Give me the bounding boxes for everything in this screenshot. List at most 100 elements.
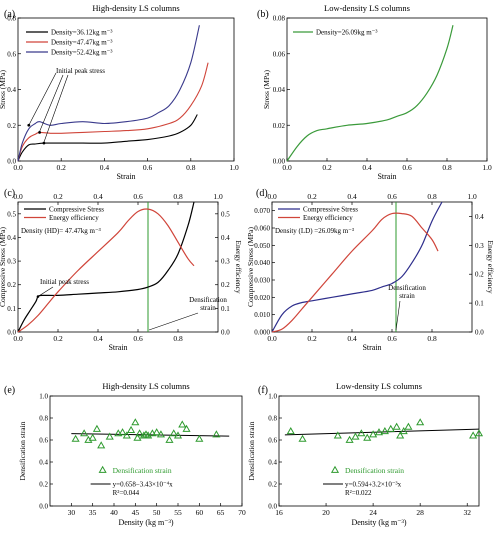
x-tick-label: 24 <box>369 508 377 517</box>
y-axis-label: Compressive Stress (MPa) <box>246 227 255 307</box>
y-tick-label: 0.2 <box>7 122 16 130</box>
x-tick-label: 0.4 <box>347 334 357 343</box>
x-tick-label: 40 <box>110 508 118 517</box>
x-tick-label: 0.2 <box>57 163 67 172</box>
panel-letter: (a) <box>4 9 15 20</box>
panel-letter: (d) <box>256 188 268 199</box>
legend-label: Density=26.09kg m⁻³ <box>316 29 377 37</box>
x-tick-label: 0.0 <box>13 163 23 172</box>
peak-marker <box>36 295 40 298</box>
y-tick-label: 0.6 <box>7 50 16 58</box>
data-point <box>374 428 384 436</box>
y-tick-label: 0.0 <box>7 329 16 337</box>
y2-tick-label: 0.3 <box>221 258 230 266</box>
y-tick-label: 0.00 <box>273 158 286 166</box>
chart-panel-a: (a) High-density LS columns 0.0 0.2 0.4 0.6 0.… <box>0 3 239 181</box>
data-point <box>357 429 366 437</box>
y2-axis-label: Energy efficiency <box>486 240 495 293</box>
y-tick-label: 0.040 <box>254 259 270 267</box>
data-point <box>298 434 307 442</box>
annotation-arrow <box>395 300 401 331</box>
annotation-label: Densification <box>388 284 426 292</box>
fit-equation: y=0.594+3.2×10⁻³x <box>345 481 402 489</box>
top-x-tick-label: 1.0 <box>467 192 477 201</box>
top-x-tick-label: 0.6 <box>387 192 397 201</box>
data-point <box>165 435 174 443</box>
x-tick-label: 65 <box>217 508 225 517</box>
panel-letter: (c) <box>4 188 15 199</box>
annotation-label: Initial peak stress <box>56 67 105 75</box>
x-tick-label: 0.6 <box>387 334 397 343</box>
series-line <box>271 212 439 333</box>
data-point <box>92 424 101 432</box>
x-tick-label: 60 <box>196 508 204 517</box>
series-line <box>286 25 454 162</box>
chart-panel-c: (c)0.0 0.2 0.4 0.6 0.80.0 0.2 0.4 0.6 0.8 1.00.00… <box>0 188 243 352</box>
y-tick-label: 0.070 <box>254 207 270 215</box>
plot-frame <box>17 201 219 333</box>
chart-panel-d: (d)0.0 0.2 0.4 0.6 0.80.0 0.2 0.4 0.6 0.8 1.00.00… <box>246 188 495 352</box>
x-tick-label: 32 <box>463 508 471 517</box>
chart-panel-b: (b) Low-density LS columns 0.0 0.2 0.4 0.6 0.8… <box>257 3 492 181</box>
x-tick-label: 0.6 <box>133 334 143 343</box>
annotation-arrow <box>28 72 57 126</box>
y-tick-label: 0.5 <box>7 210 16 218</box>
x-tick-label: 70 <box>238 508 246 517</box>
y2-tick-label: 0.2 <box>475 271 484 279</box>
x-tick-label: 1.0 <box>482 163 492 172</box>
data-point <box>195 434 204 442</box>
fit-r2: R²=0.044 <box>113 489 140 497</box>
y-tick-label: 0.0 <box>7 158 16 166</box>
data-point <box>469 431 478 439</box>
top-x-tick-label: 0.2 <box>307 192 317 201</box>
x-tick-label: 55 <box>174 508 182 517</box>
peak-marker <box>42 141 46 145</box>
x-tick-label: 0.0 <box>282 163 292 172</box>
x-tick-label: 0.2 <box>53 334 63 343</box>
y-tick-label: 0.06 <box>273 50 286 58</box>
top-x-tick-label: 0.8 <box>173 192 183 201</box>
annotation-label: strain <box>200 304 216 312</box>
y-tick-label: 0.050 <box>254 242 270 250</box>
x-tick-label: 0.2 <box>307 334 317 343</box>
y2-tick-label: 0.4 <box>475 213 484 221</box>
x-tick-label: 0.0 <box>13 334 23 343</box>
y2-tick-label: 0.0 <box>221 329 230 337</box>
series-line <box>17 201 195 333</box>
x-axis-label: Strain <box>377 172 396 181</box>
x-tick-label: 30 <box>68 508 76 517</box>
legend-label: Compressive Stress <box>303 206 358 214</box>
chart-title: Low-density LS columns <box>336 381 422 391</box>
data-point <box>80 429 89 437</box>
legend-label: Compressive Stress <box>49 206 104 214</box>
x-tick-label: 0.8 <box>186 163 196 172</box>
data-point <box>330 465 340 473</box>
chart-panel-e: (e) High-density LS columns 30 35 40 45 50 55 60… <box>4 381 246 527</box>
y-tick-label: 0.3 <box>7 258 16 266</box>
x-tick-label: 35 <box>89 508 97 517</box>
x-tick-label: 0.6 <box>143 163 153 172</box>
x-tick-label: 0.2 <box>322 163 332 172</box>
legend-label: Densification strain <box>345 466 404 475</box>
y-tick-label: 0.6 <box>268 437 277 445</box>
y-tick-label: 0.02 <box>273 122 286 130</box>
y-tick-label: 0.2 <box>268 481 277 489</box>
y-tick-label: 0.04 <box>273 86 286 94</box>
series-line <box>17 25 200 162</box>
data-point <box>127 425 136 433</box>
x-tick-label: 0.8 <box>427 334 437 343</box>
y-tick-label: 1.0 <box>39 393 48 401</box>
data-point <box>122 431 131 439</box>
x-tick-label: 0.4 <box>100 163 110 172</box>
data-point <box>380 426 389 435</box>
x-tick-label: 0.4 <box>93 334 103 343</box>
annotation-arrow <box>43 74 69 143</box>
data-point <box>156 430 165 438</box>
y-axis-label: Densification strain <box>247 421 256 480</box>
top-x-tick-label: 0.2 <box>53 192 63 201</box>
plot-frame <box>49 395 243 507</box>
data-point <box>118 428 127 436</box>
data-point <box>369 430 378 438</box>
x-tick-label: 0.0 <box>267 334 277 343</box>
